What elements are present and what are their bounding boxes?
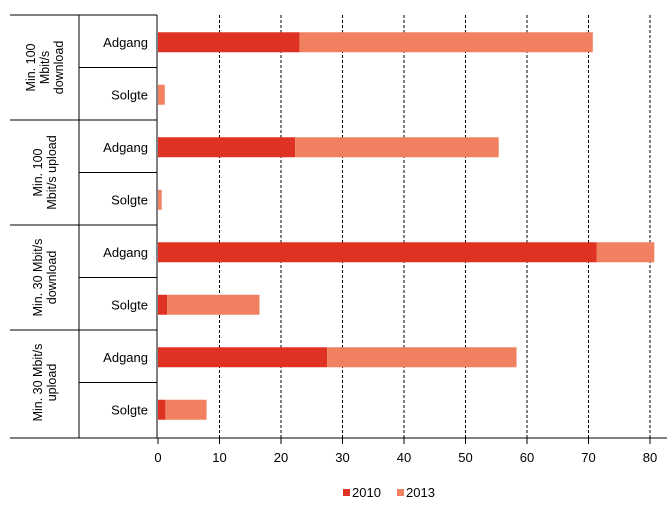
category-label: Solgte	[111, 297, 148, 312]
group-label-line: Mbit/s	[38, 51, 52, 84]
bar-2010-g3-adgang	[158, 242, 597, 263]
x-tick-label-80: 80	[643, 450, 657, 465]
group-label-line: Min. 100	[24, 43, 38, 91]
x-tick-label-50: 50	[458, 450, 472, 465]
group-label-2: Min. 100Mbit/s upload	[31, 135, 59, 209]
bar-2013-g4-adgang	[327, 347, 517, 368]
group-label-line: upload	[45, 364, 59, 402]
legend-swatch-2013	[397, 489, 404, 496]
x-tick-label-40: 40	[397, 450, 411, 465]
category-label: Adgang	[103, 350, 148, 365]
category-label: Solgte	[111, 192, 148, 207]
legend-swatch-2010	[343, 489, 350, 496]
group-label-1: Min. 100Mbit/sdownload	[24, 41, 66, 95]
x-tick-label-30: 30	[335, 450, 349, 465]
x-tick-label-60: 60	[520, 450, 534, 465]
bar-2010-g4-adgang	[158, 347, 328, 368]
category-label: Solgte	[111, 402, 148, 417]
category-label: Solgte	[111, 87, 148, 102]
group-label-line: Min. 30 Mbit/s	[31, 239, 45, 317]
bar-2013-g2-solgte	[158, 189, 162, 210]
group-label-line: Mbit/s upload	[45, 135, 59, 209]
x-tick-label-0: 0	[154, 450, 161, 465]
bar-2013-g1-adgang	[299, 32, 593, 53]
group-label-line: Min. 100	[31, 148, 45, 196]
bar-2013-g2-adgang	[295, 137, 499, 158]
bar-2010-g2-adgang	[158, 137, 296, 158]
bar-2010-g1-adgang	[158, 32, 300, 53]
bar-2013-g4-solgte	[165, 399, 207, 420]
bar-2010-g4-solgte	[158, 399, 166, 420]
group-label-line: download	[52, 41, 66, 95]
category-label: Adgang	[103, 140, 148, 155]
legend-label-2013: 2013	[406, 485, 435, 500]
category-label: Adgang	[103, 35, 148, 50]
x-tick-label-10: 10	[212, 450, 226, 465]
bar-2013-g3-adgang	[596, 242, 655, 263]
bar-2010-g3-solgte	[158, 294, 168, 315]
bar-2013-g3-solgte	[167, 294, 260, 315]
x-tick-label-70: 70	[581, 450, 595, 465]
group-label-line: download	[45, 251, 59, 305]
x-tick-label-20: 20	[274, 450, 288, 465]
group-label-line: Min. 30 Mbit/s	[31, 344, 45, 422]
bar-2013-g1-solgte	[158, 84, 165, 105]
category-label: Adgang	[103, 245, 148, 260]
group-label-3: Min. 30 Mbit/sdownload	[31, 239, 59, 317]
group-label-4: Min. 30 Mbit/supload	[31, 344, 59, 422]
legend-label-2010: 2010	[352, 485, 381, 500]
